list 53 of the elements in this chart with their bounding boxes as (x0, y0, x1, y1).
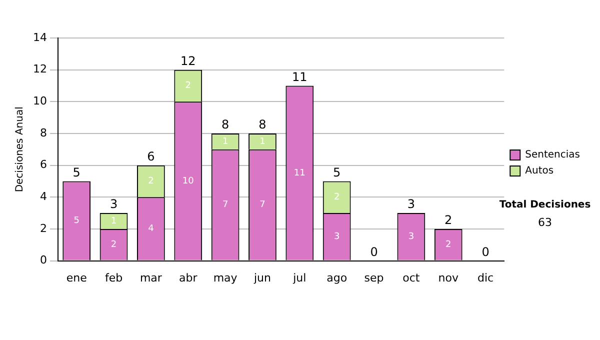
x-tick-label: jul (292, 271, 306, 284)
total-label: 5 (333, 165, 341, 180)
y-tick-label: 6 (40, 158, 47, 172)
data-label: 2 (185, 81, 191, 92)
y-tick-label: 2 (40, 222, 47, 235)
y-axis-title: Decisiones Anual (14, 106, 26, 192)
y-tick-label: 0 (40, 254, 47, 267)
annotation: Total Decisiones (499, 200, 591, 211)
total-label: 8 (221, 118, 230, 132)
total-label: 3 (407, 197, 416, 212)
y-tick-label: 12 (32, 62, 47, 76)
x-tick-label: ene (66, 271, 88, 284)
data-label: 10 (182, 176, 194, 186)
total-label: 0 (370, 244, 378, 259)
total-label: 2 (444, 213, 452, 228)
y-tick-label: 10 (32, 94, 47, 108)
data-label: 4 (148, 224, 154, 234)
text: 63 (538, 216, 552, 229)
data-label: 1 (260, 136, 266, 147)
data-label: 2 (110, 240, 117, 250)
x-tick-label: nov (438, 271, 459, 284)
total-label: 0 (482, 244, 490, 259)
data-label: 7 (222, 200, 228, 210)
data-label: 3 (408, 232, 414, 242)
x-tick-label: feb (104, 271, 123, 284)
total-label: 12 (180, 54, 196, 68)
data-label: 2 (334, 192, 340, 202)
data-label: 2 (148, 176, 154, 187)
legend-label: Autos (525, 166, 554, 177)
legend-label: Sentencias (525, 150, 580, 161)
x-tick-label: dic (478, 271, 494, 284)
data-label: 11 (294, 168, 306, 178)
data-label: 1 (110, 216, 117, 226)
x-tick-label: mar (140, 271, 162, 284)
x-tick-label: abr (178, 271, 198, 284)
total-label: 5 (72, 165, 80, 180)
x-tick-label: oct (402, 271, 420, 284)
data-label: 3 (334, 232, 340, 242)
total-label: 11 (292, 70, 308, 84)
x-tick-label: sep (364, 271, 384, 284)
total-label: 3 (110, 197, 118, 212)
data-label: 7 (260, 200, 266, 210)
y-tick-label: 4 (40, 190, 47, 203)
x-tick-label: ago (326, 271, 348, 284)
x-tick-label: may (213, 271, 238, 284)
y-tick-label: 14 (32, 30, 47, 44)
total-label: 6 (147, 149, 155, 164)
total-label: 8 (258, 118, 266, 132)
data-label: 5 (74, 216, 80, 226)
data-label: 2 (446, 240, 452, 250)
y-tick-label: 8 (40, 126, 47, 140)
data-label: 1 (222, 136, 228, 147)
x-tick-label: jun (252, 271, 272, 284)
